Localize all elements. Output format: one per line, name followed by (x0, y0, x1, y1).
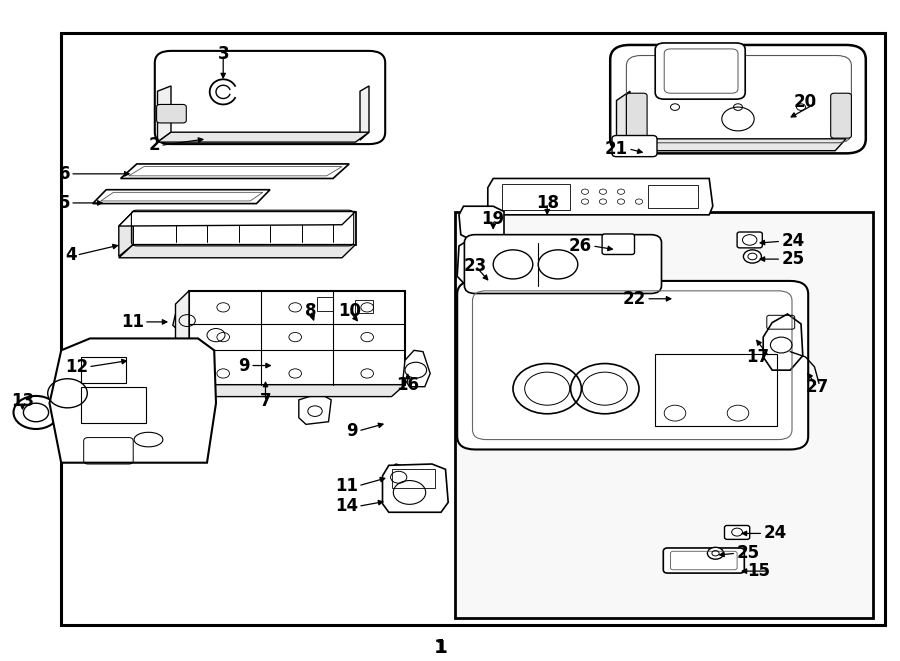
Text: 25: 25 (781, 250, 805, 268)
Bar (502, 184, 570, 210)
Text: 14: 14 (335, 497, 358, 516)
Text: 13: 13 (11, 392, 34, 410)
FancyBboxPatch shape (737, 232, 762, 248)
FancyBboxPatch shape (157, 104, 186, 123)
Polygon shape (119, 245, 356, 258)
Circle shape (743, 250, 761, 263)
Polygon shape (360, 86, 369, 140)
FancyBboxPatch shape (612, 136, 657, 157)
Polygon shape (119, 212, 133, 256)
Bar (655, 354, 777, 426)
Polygon shape (616, 139, 846, 151)
Text: 15: 15 (747, 562, 770, 580)
Polygon shape (176, 291, 189, 397)
Bar (317, 297, 333, 311)
Polygon shape (763, 314, 803, 370)
FancyBboxPatch shape (831, 93, 851, 138)
Polygon shape (158, 86, 171, 142)
Polygon shape (121, 164, 349, 178)
Text: 10: 10 (338, 301, 361, 320)
Text: 9: 9 (238, 356, 250, 375)
Text: 17: 17 (746, 348, 769, 366)
FancyBboxPatch shape (626, 93, 647, 138)
Text: 7: 7 (260, 392, 271, 410)
Bar (61, 33, 885, 625)
Polygon shape (488, 178, 713, 215)
Polygon shape (385, 464, 414, 488)
Polygon shape (403, 350, 430, 387)
Polygon shape (158, 132, 369, 142)
Polygon shape (93, 190, 270, 204)
Polygon shape (457, 239, 500, 283)
Polygon shape (173, 307, 202, 330)
Polygon shape (189, 291, 405, 385)
Polygon shape (299, 393, 331, 424)
Circle shape (707, 547, 724, 559)
Text: 3: 3 (218, 45, 229, 63)
Text: 1: 1 (434, 639, 448, 657)
Text: 5: 5 (58, 194, 70, 212)
Bar (355, 300, 373, 313)
Text: 4: 4 (65, 246, 76, 264)
FancyBboxPatch shape (464, 235, 662, 293)
FancyBboxPatch shape (602, 234, 634, 254)
Polygon shape (119, 212, 356, 226)
Text: 20: 20 (794, 93, 817, 112)
Text: 22: 22 (623, 290, 646, 308)
Bar (81, 357, 126, 383)
Text: 25: 25 (736, 544, 760, 563)
Text: 8: 8 (305, 301, 316, 320)
Bar (454, 212, 873, 618)
Text: 23: 23 (464, 256, 487, 275)
Polygon shape (50, 338, 216, 463)
Polygon shape (196, 317, 234, 350)
Text: 11: 11 (121, 313, 144, 331)
FancyBboxPatch shape (663, 548, 744, 573)
Polygon shape (382, 464, 448, 512)
Bar (392, 469, 435, 488)
Text: 6: 6 (58, 165, 70, 183)
Text: 2: 2 (148, 136, 160, 155)
Text: 16: 16 (396, 375, 419, 394)
Polygon shape (133, 212, 356, 245)
Polygon shape (616, 91, 630, 151)
Polygon shape (308, 294, 340, 313)
Polygon shape (344, 295, 382, 316)
Text: 26: 26 (569, 237, 592, 255)
FancyBboxPatch shape (457, 281, 808, 449)
Polygon shape (176, 385, 405, 397)
Circle shape (14, 396, 58, 429)
Text: 24: 24 (781, 232, 805, 251)
Bar (81, 387, 146, 423)
Text: 27: 27 (806, 377, 829, 396)
Text: 18: 18 (536, 194, 559, 212)
Polygon shape (459, 206, 504, 239)
Text: 1: 1 (436, 639, 446, 657)
FancyBboxPatch shape (724, 525, 750, 539)
FancyBboxPatch shape (655, 43, 745, 99)
Text: 21: 21 (605, 139, 628, 158)
Text: 11: 11 (335, 477, 358, 495)
FancyBboxPatch shape (155, 51, 385, 144)
Text: 9: 9 (346, 422, 358, 440)
Text: 19: 19 (482, 210, 505, 229)
Text: 12: 12 (65, 358, 88, 376)
FancyBboxPatch shape (610, 45, 866, 153)
Bar (648, 185, 698, 208)
Text: 24: 24 (763, 524, 787, 543)
Polygon shape (128, 345, 166, 364)
